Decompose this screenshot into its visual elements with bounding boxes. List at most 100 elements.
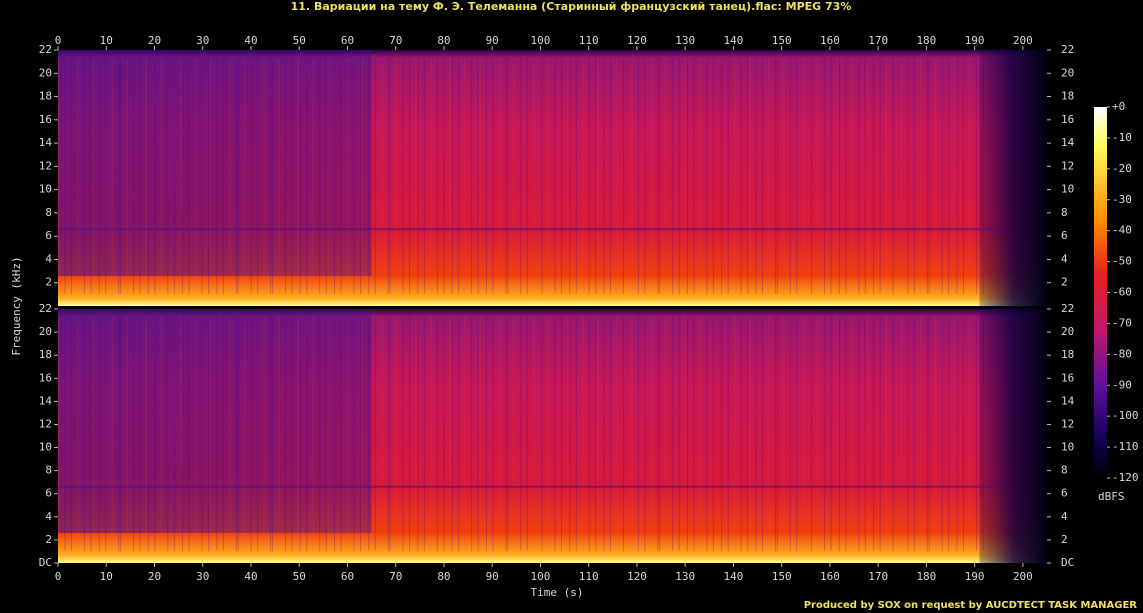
spectrogram-streak (575, 317, 577, 551)
y-tick-label-right: 8 (1061, 206, 1068, 219)
x-tick-label-top: 130 (675, 34, 695, 47)
spectrogram-streak (956, 317, 958, 551)
y-tick-label: 16 (39, 113, 52, 126)
colorbar-tick-label: -30 (1112, 193, 1132, 206)
x-tick-label-bottom: 20 (148, 570, 161, 583)
spectrogram-streak (858, 58, 860, 294)
spectrogram-streak (727, 317, 729, 551)
y-tick-label-right: 10 (1061, 441, 1074, 454)
colorbar (1094, 107, 1107, 478)
spectrogram-dark-region (58, 309, 372, 533)
spectrogram-streak (776, 58, 778, 294)
spectrogram-streak (374, 317, 376, 551)
spectrogram-streak (802, 58, 804, 294)
spectrogram-streak (796, 58, 798, 294)
colorbar-tick-label: -70 (1112, 316, 1132, 329)
spectrogram-streak (319, 317, 321, 551)
spectrogram-streak (845, 317, 847, 551)
spectrogram-streak (64, 58, 66, 294)
spectrogram-streak (650, 317, 652, 551)
spectrogram-streak (659, 317, 661, 551)
spectrogram-streak (145, 317, 147, 551)
spectrogram-streak (201, 317, 203, 551)
spectrogram-streak (325, 317, 327, 551)
x-tick-label-bottom: 70 (389, 570, 402, 583)
spectrogram-streak (768, 317, 770, 551)
spectrogram-streak (83, 317, 85, 551)
spectrogram-streak (77, 317, 79, 551)
spectrogram-streak (297, 58, 299, 294)
spectrogram-streak (774, 58, 776, 294)
x-tick-label-bottom: 140 (723, 570, 743, 583)
spectrogram-streak (560, 58, 562, 294)
spectrogram-streak (637, 317, 639, 551)
spectrogram-streak (507, 58, 509, 294)
spectrogram-streak (837, 317, 839, 551)
spectrogram-streak (783, 58, 785, 294)
spectrogram-streak (892, 58, 894, 294)
spectrogram-streak (257, 58, 259, 294)
y-tick-label-right: 22 (1061, 43, 1074, 56)
spectrogram-streak (458, 317, 460, 551)
spectrogram-streak (616, 58, 618, 294)
y-tick-label-right: DC (1061, 556, 1074, 569)
spectrogram-streak (492, 317, 494, 551)
x-tick-label-bottom: 90 (486, 570, 499, 583)
x-tick-label-top: 140 (723, 34, 743, 47)
spectrogram-streak (706, 317, 708, 551)
spectrogram-streak (471, 317, 473, 551)
spectrogram-streak (111, 58, 113, 294)
spectrogram-streak (443, 58, 445, 294)
spectrogram-streak (147, 58, 149, 294)
spectrogram-streak (235, 317, 237, 551)
spectrogram-streak (319, 58, 321, 294)
spectrogram-streak (907, 317, 909, 551)
spectrogram-streak (886, 58, 888, 294)
spectrogram-fade (979, 50, 1047, 306)
spectrogram-streak (595, 317, 597, 551)
spectrogram-streak (195, 317, 197, 551)
x-tick-label-top: 60 (341, 34, 354, 47)
spectrogram-streak (182, 58, 184, 294)
spectrogram-streak (244, 317, 246, 551)
spectrogram-streak (92, 317, 94, 551)
spectrogram-streak (811, 317, 813, 551)
spectrogram-streak (477, 58, 479, 294)
x-tick-label-bottom: 80 (437, 570, 450, 583)
spectrogram-streak (975, 317, 977, 551)
spectrogram-streak (201, 58, 203, 294)
spectrogram-streak (886, 317, 888, 551)
spectrogram-streak (126, 317, 128, 551)
spectrogram-streak (222, 317, 224, 551)
spectrogram-streak (297, 317, 299, 551)
y-tick-label-right: 2 (1061, 533, 1068, 546)
spectrogram-streak (479, 58, 481, 294)
spectrogram-streak (824, 317, 826, 551)
colorbar-tick-label: -10 (1112, 131, 1132, 144)
spectrogram-streak (755, 317, 757, 551)
spectrogram-streak (216, 317, 218, 551)
spectrogram-streak (389, 58, 391, 294)
spectrogram-streak (575, 58, 577, 294)
spectrogram-streak (693, 317, 695, 551)
x-tick-label-top: 30 (196, 34, 209, 47)
spectrogram-streak (928, 317, 930, 551)
y-tick-label: 2 (45, 533, 52, 546)
x-tick-label-bottom: 60 (341, 570, 354, 583)
spectrogram-dark-region (58, 50, 372, 276)
spectrogram-streak (749, 58, 751, 294)
y-tick-label-right: 6 (1061, 229, 1068, 242)
spectrogram-streak (118, 317, 120, 551)
y-tick-label-right: 22 (1061, 302, 1074, 315)
spectrogram-streak (98, 58, 100, 294)
spectrogram-streak (603, 317, 605, 551)
spectrogram-streak (216, 58, 218, 294)
spectrogram-streak (167, 317, 169, 551)
spectrogram-streak (381, 317, 383, 551)
spectrogram-streak (263, 58, 265, 294)
spectrogram-streak (436, 58, 438, 294)
spectrogram-streak (477, 317, 479, 551)
spectrogram-streak (631, 317, 633, 551)
spectrogram-streak (209, 317, 211, 551)
spectrogram-streak (623, 58, 625, 294)
